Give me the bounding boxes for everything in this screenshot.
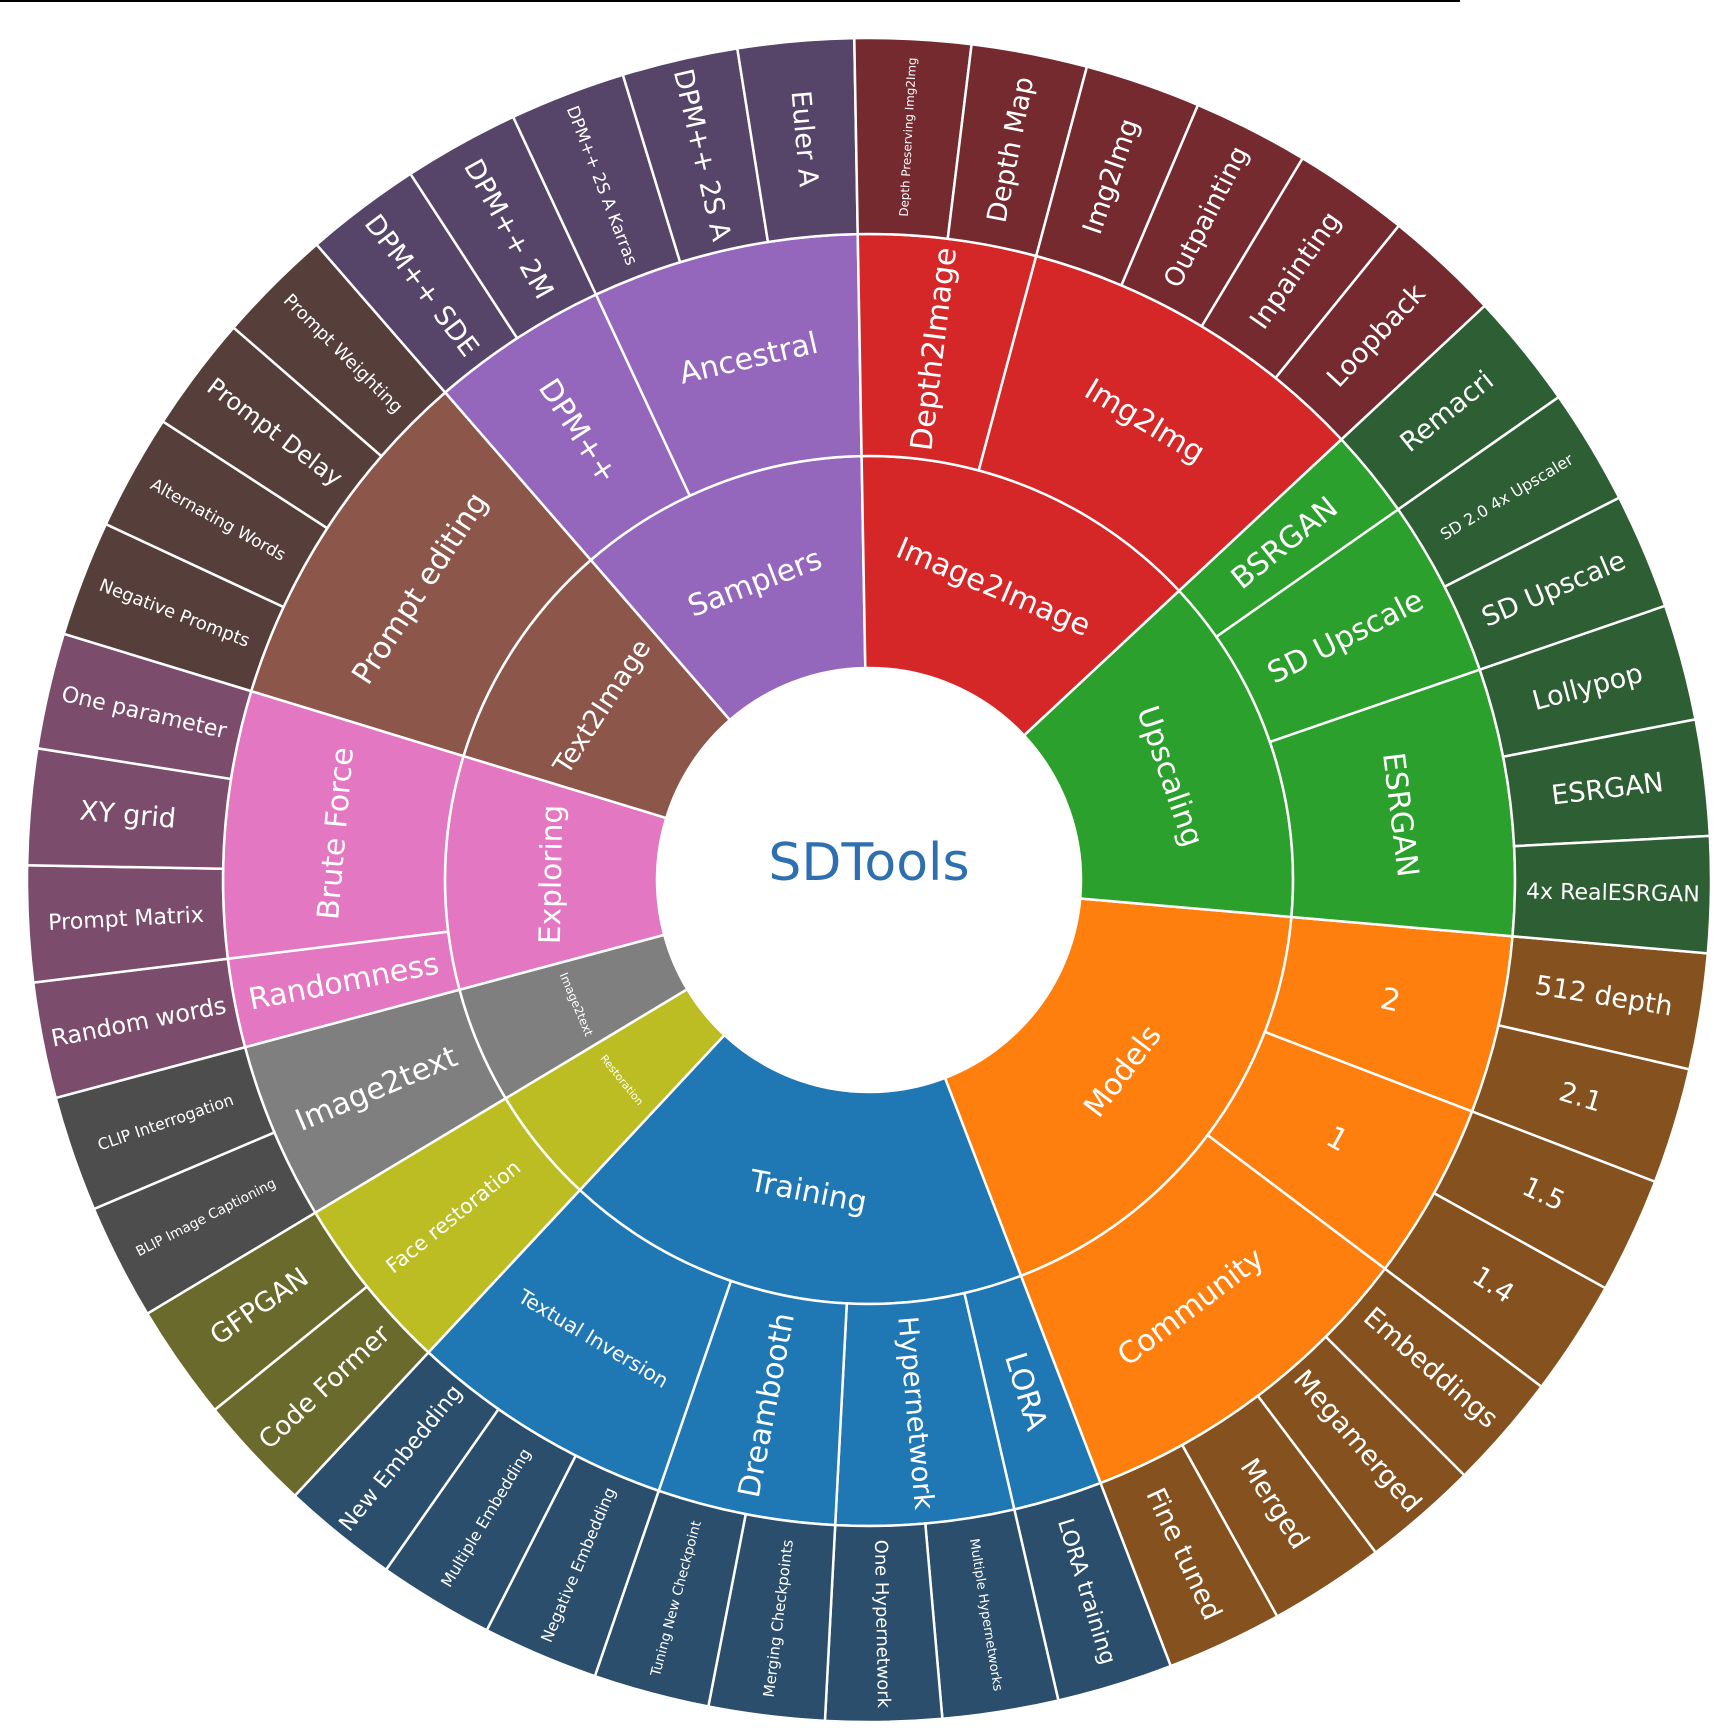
segment-4x-realesrgan-ring3[interactable] [1511, 834, 1713, 955]
segments-layer [25, 36, 1713, 1724]
label-one-hypernetwork-ring3: One Hypernetwork [870, 1540, 894, 1709]
label-4x-realesrgan-ring3: 4x RealESRGAN [1526, 878, 1700, 907]
label-exploring-ring1: Exploring [533, 805, 569, 945]
center-title: SDTools [768, 833, 969, 893]
